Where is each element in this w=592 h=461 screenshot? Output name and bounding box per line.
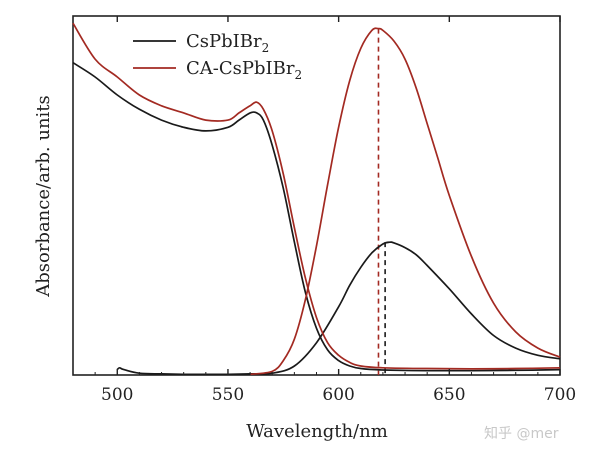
watermark: 知乎 @mer	[484, 426, 559, 442]
x-axis-ticks: 500 550 600 650 700	[72, 16, 576, 405]
legend-label-0: CsPbIBr2	[186, 31, 269, 55]
legend-label-1: CA-CsPbIBr2	[186, 58, 302, 82]
plot-area	[72, 15, 561, 376]
y-axis-label: Absorbance/arb. units	[33, 95, 54, 298]
x-tick-label: 650	[433, 385, 465, 405]
series-2-absorbance-line	[72, 22, 561, 370]
x-axis-label: Wavelength/nm	[246, 421, 388, 442]
series-0-absorbance-line	[72, 61, 561, 372]
x-tick-label: 550	[212, 385, 244, 405]
x-tick-label: 700	[544, 385, 576, 405]
series-1-photoluminescence-line	[116, 241, 561, 376]
series-3-photoluminescence-line	[249, 27, 561, 376]
x-tick-label: 600	[322, 385, 354, 405]
plot-frame	[72, 15, 561, 376]
legend: CsPbIBr2 CA-CsPbIBr2	[133, 31, 302, 82]
x-tick-label: 500	[101, 385, 133, 405]
